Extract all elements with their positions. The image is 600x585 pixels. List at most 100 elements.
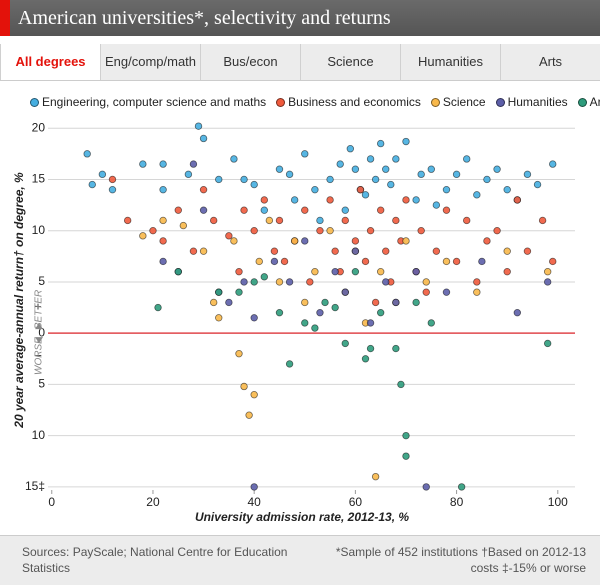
better-arrow bbox=[35, 323, 43, 330]
point bbox=[159, 185, 167, 194]
legend-item: Business and economics bbox=[276, 95, 421, 109]
point bbox=[331, 303, 339, 312]
point bbox=[366, 226, 375, 235]
header-accent bbox=[0, 0, 10, 36]
point bbox=[230, 237, 238, 245]
point bbox=[235, 288, 243, 296]
tab[interactable]: Humanities bbox=[400, 44, 500, 80]
legend-item: Arts bbox=[577, 95, 600, 109]
point bbox=[371, 298, 380, 307]
y-tick-label: 10 bbox=[32, 428, 46, 442]
point bbox=[275, 308, 284, 317]
point bbox=[225, 232, 233, 240]
point bbox=[523, 247, 532, 255]
point bbox=[306, 278, 314, 286]
point bbox=[543, 278, 552, 286]
point bbox=[275, 165, 284, 173]
point bbox=[301, 150, 309, 158]
point bbox=[503, 247, 511, 255]
legend-label: Arts bbox=[589, 95, 600, 109]
point bbox=[351, 237, 360, 245]
point bbox=[199, 247, 208, 255]
series bbox=[159, 160, 552, 491]
point bbox=[442, 206, 451, 214]
point bbox=[316, 308, 324, 317]
point bbox=[366, 155, 375, 163]
point bbox=[483, 237, 491, 245]
point bbox=[341, 216, 349, 225]
point bbox=[442, 288, 451, 296]
legend-swatch bbox=[30, 97, 39, 107]
point bbox=[543, 339, 552, 348]
point bbox=[250, 180, 258, 189]
x-tick-label: 100 bbox=[548, 495, 568, 509]
point bbox=[478, 257, 486, 266]
point bbox=[199, 206, 208, 214]
point bbox=[316, 226, 324, 235]
worse-arrow bbox=[35, 337, 43, 344]
point bbox=[452, 257, 461, 266]
point bbox=[387, 180, 395, 189]
tab[interactable]: Eng/comp/math bbox=[100, 44, 200, 80]
point bbox=[463, 216, 471, 225]
point bbox=[83, 150, 91, 158]
tab[interactable]: All degrees bbox=[0, 44, 100, 80]
x-axis-label: University admission rate, 2012-13, % bbox=[195, 510, 409, 524]
point bbox=[376, 139, 385, 148]
point bbox=[351, 247, 360, 255]
point bbox=[230, 155, 238, 163]
point bbox=[270, 247, 279, 255]
point bbox=[235, 349, 243, 358]
point bbox=[250, 278, 258, 286]
point bbox=[513, 308, 522, 317]
header: American universities*, selectivity and … bbox=[0, 0, 600, 36]
series bbox=[83, 122, 557, 225]
point bbox=[463, 155, 471, 163]
point bbox=[493, 165, 501, 173]
point bbox=[376, 308, 385, 317]
notes: *Sample of 452 institutions †Based on 20… bbox=[335, 545, 586, 575]
point bbox=[215, 314, 223, 322]
point bbox=[523, 170, 532, 179]
point bbox=[503, 185, 511, 194]
point bbox=[457, 483, 466, 491]
y-tick-label: 15 bbox=[32, 172, 46, 186]
legend-swatch bbox=[276, 97, 286, 107]
point bbox=[397, 380, 405, 389]
point bbox=[427, 165, 435, 173]
point bbox=[336, 160, 344, 168]
point bbox=[493, 226, 501, 235]
point bbox=[442, 185, 451, 194]
tab[interactable]: Arts bbox=[500, 44, 600, 80]
point bbox=[250, 483, 258, 491]
point bbox=[376, 267, 385, 276]
tab[interactable]: Bus/econ bbox=[200, 44, 300, 80]
worse-sign: – bbox=[35, 347, 42, 361]
point bbox=[361, 191, 370, 199]
point bbox=[311, 267, 319, 276]
point bbox=[316, 216, 324, 225]
point bbox=[139, 160, 147, 168]
point bbox=[260, 196, 268, 204]
point bbox=[301, 298, 309, 307]
y-tick-label: 15‡ bbox=[25, 479, 45, 493]
point bbox=[503, 267, 511, 276]
point bbox=[98, 170, 107, 179]
point bbox=[549, 160, 557, 168]
point bbox=[402, 137, 410, 146]
point bbox=[549, 257, 557, 266]
legend-label: Engineering, computer science and maths bbox=[42, 95, 267, 109]
tab-bar: All degrees Eng/comp/math Bus/econ Science H… bbox=[0, 44, 600, 81]
point bbox=[326, 196, 334, 204]
tab[interactable]: Science bbox=[300, 44, 400, 80]
legend-item: Engineering, computer science and maths bbox=[30, 95, 266, 109]
point bbox=[341, 288, 349, 296]
better-sign: + bbox=[34, 299, 41, 313]
legend-swatch bbox=[577, 97, 587, 107]
point bbox=[376, 206, 385, 214]
point bbox=[331, 247, 339, 255]
point bbox=[412, 267, 420, 276]
point bbox=[412, 196, 420, 204]
